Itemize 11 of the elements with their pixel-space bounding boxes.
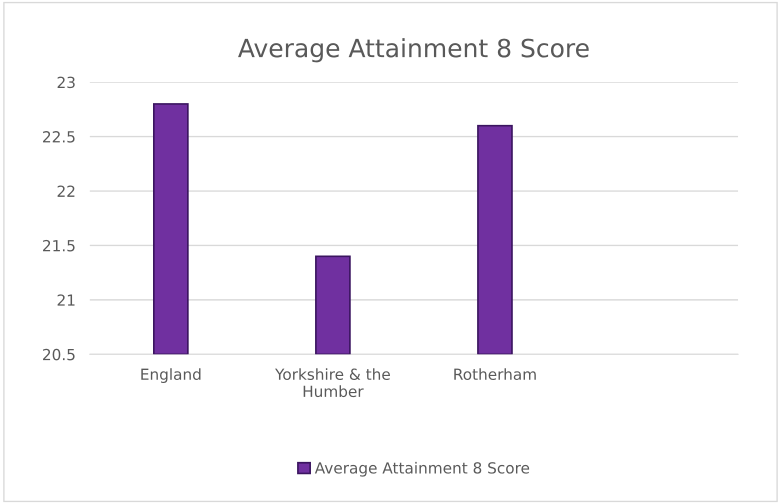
y-tick-label: 23 <box>58 76 75 88</box>
y-tick-label: 21 <box>58 294 75 306</box>
y-tick-label: 21.5 <box>43 240 75 252</box>
y-tick-label: 22.5 <box>43 131 75 143</box>
y-tick-label: 22 <box>58 185 74 197</box>
chart-title: Average Attainment 8 Score <box>238 38 589 62</box>
x-tick-label: Yorkshire & the Humber <box>275 368 390 398</box>
y-tick-label: 20.5 <box>43 348 75 360</box>
x-tick-label: England <box>141 368 200 383</box>
x-tick-label: Rotherham <box>454 368 536 380</box>
legend-label: Average Attainment 8 Score <box>314 462 530 477</box>
